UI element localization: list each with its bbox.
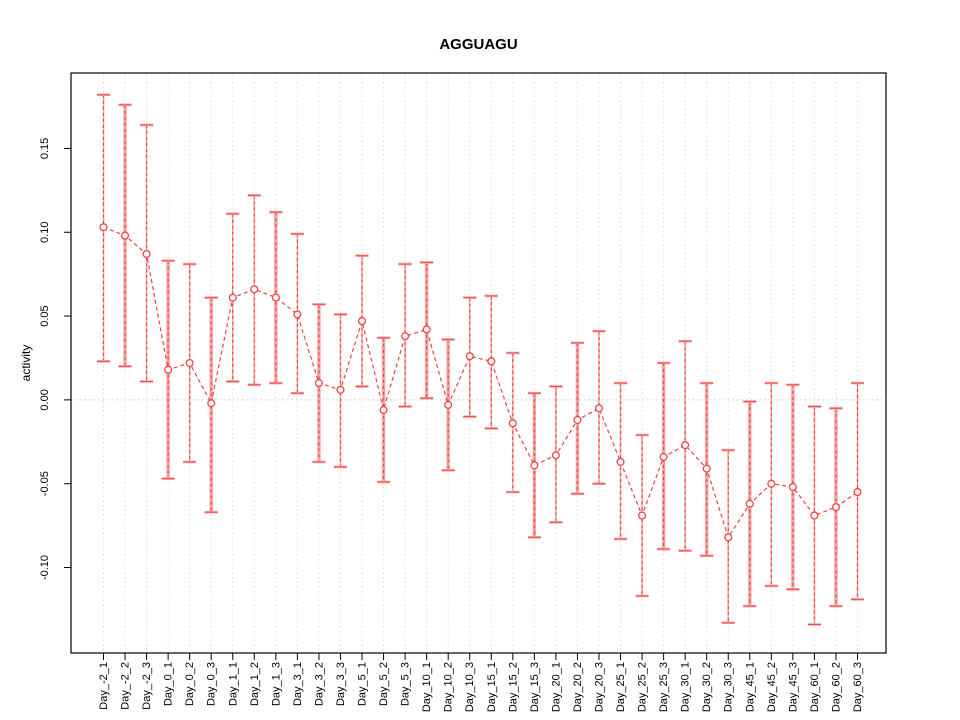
x-tick-label: Day_20_3 bbox=[593, 662, 605, 712]
x-tick-label: Day_0_3 bbox=[206, 662, 218, 706]
x-tick-label: Day_-2_1 bbox=[98, 662, 110, 710]
data-point bbox=[120, 231, 130, 240]
x-tick-label: Day_15_1 bbox=[486, 662, 498, 712]
data-point bbox=[594, 404, 604, 413]
data-point bbox=[551, 451, 560, 460]
x-tick-label: Day_45_1 bbox=[744, 662, 756, 712]
x-tick-label: Day_20_1 bbox=[550, 662, 562, 712]
x-tick-label: Day_-2_3 bbox=[141, 662, 153, 710]
data-point bbox=[573, 415, 582, 425]
x-tick-label: Day_15_3 bbox=[529, 662, 541, 712]
x-tick-label: Day_15_2 bbox=[507, 662, 519, 712]
y-tick-label: 0.05 bbox=[39, 305, 51, 326]
data-point bbox=[164, 365, 173, 374]
data-point bbox=[810, 511, 819, 520]
x-tick-label: Day_1_3 bbox=[270, 662, 282, 706]
data-point bbox=[444, 400, 453, 409]
data-point bbox=[314, 379, 323, 388]
data-point bbox=[681, 441, 690, 450]
x-tick-label: Day_5_1 bbox=[357, 662, 369, 706]
x-tick-label: Day_10_1 bbox=[421, 662, 433, 712]
data-point bbox=[530, 461, 539, 470]
data-point bbox=[357, 317, 367, 326]
data-point bbox=[207, 399, 216, 408]
data-point bbox=[142, 249, 151, 259]
x-tick-label: Day_0_1 bbox=[163, 662, 175, 706]
data-point bbox=[401, 332, 410, 341]
data-point bbox=[99, 223, 108, 232]
x-tick-label: Day_60_1 bbox=[809, 662, 821, 712]
x-tick-label: Day_60_3 bbox=[852, 662, 864, 712]
data-point bbox=[422, 325, 431, 334]
x-tick-label: Day_60_2 bbox=[830, 662, 842, 712]
x-tick-label: Day_25_2 bbox=[637, 662, 649, 712]
x-tick-label: Day_-2_2 bbox=[120, 662, 132, 710]
data-point bbox=[185, 358, 194, 368]
data-point bbox=[638, 511, 647, 520]
data-point bbox=[465, 352, 474, 361]
y-tick-label: 0.15 bbox=[39, 138, 51, 159]
data-line bbox=[103, 226, 858, 539]
x-tick-label: Day_0_2 bbox=[184, 662, 196, 706]
y-tick-label: -0.10 bbox=[39, 555, 51, 580]
x-tick-label: Day_1_1 bbox=[227, 662, 239, 706]
plot-frame bbox=[70, 72, 887, 654]
y-tick-label: 0.00 bbox=[39, 389, 51, 410]
data-point bbox=[228, 293, 237, 302]
data-point bbox=[702, 464, 711, 473]
x-tick-label: Day_10_2 bbox=[443, 662, 455, 712]
x-tick-label: Day_3_3 bbox=[335, 662, 347, 706]
data-point bbox=[724, 533, 733, 542]
data-point bbox=[767, 479, 776, 488]
x-tick-label: Day_1_2 bbox=[249, 662, 261, 706]
data-point bbox=[379, 405, 388, 414]
data-point bbox=[293, 310, 302, 319]
x-tick-label: Day_5_2 bbox=[378, 662, 390, 706]
y-tick-label: -0.05 bbox=[39, 471, 51, 496]
x-tick-label: Day_30_3 bbox=[723, 662, 735, 712]
x-tick-label: Day_5_3 bbox=[400, 662, 412, 706]
data-point bbox=[659, 452, 668, 461]
x-tick-label: Day_30_2 bbox=[701, 662, 713, 712]
x-tick-label: Day_3_1 bbox=[292, 662, 304, 706]
x-tick-label: Day_25_1 bbox=[615, 662, 627, 712]
x-tick-label: Day_25_3 bbox=[658, 662, 670, 712]
data-point bbox=[487, 357, 496, 366]
data-point bbox=[853, 488, 862, 497]
data-point bbox=[508, 419, 517, 428]
x-tick-label: Day_45_3 bbox=[787, 662, 799, 712]
data-point bbox=[831, 503, 841, 512]
data-point bbox=[250, 285, 259, 294]
x-tick-label: Day_45_2 bbox=[766, 662, 778, 712]
data-point bbox=[271, 293, 280, 302]
x-tick-label: Day_10_3 bbox=[464, 662, 476, 712]
data-point bbox=[336, 385, 345, 394]
chart-title: AGGUAGU bbox=[439, 36, 518, 53]
x-tick-label: Day_20_2 bbox=[572, 662, 584, 712]
data-point bbox=[616, 457, 625, 466]
data-point bbox=[745, 499, 754, 508]
x-tick-label: Day_30_1 bbox=[680, 662, 692, 712]
y-tick-label: 0.10 bbox=[39, 222, 51, 243]
x-tick-label: Day_3_2 bbox=[313, 662, 325, 706]
data-point bbox=[788, 482, 797, 492]
